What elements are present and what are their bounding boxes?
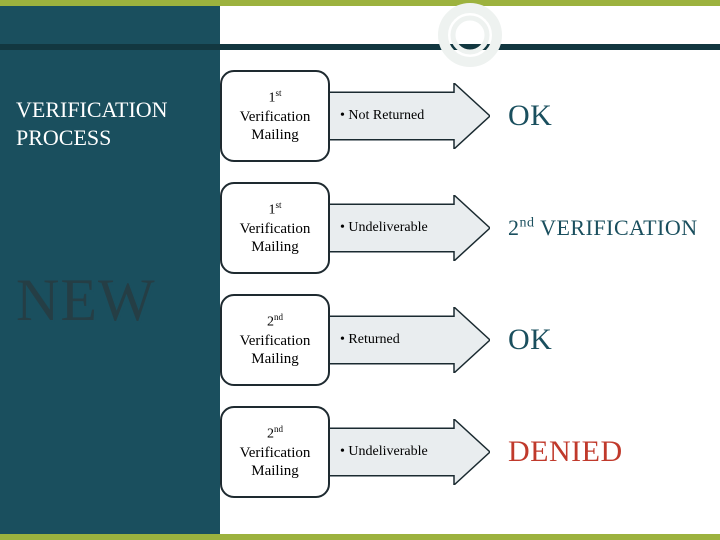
box-line3: Mailing: [251, 350, 299, 368]
right-panel: 1stVerificationMailing• Not ReturnedOK1s…: [220, 6, 720, 534]
ordinal: 1st: [268, 88, 281, 107]
box-line2: Verification: [240, 332, 311, 350]
arrow-label: • Not Returned: [320, 108, 424, 124]
page-title: VERIFICATION PROCESS: [16, 96, 204, 151]
outcome-label: 2nd VERIFICATION: [508, 215, 698, 241]
outcome-label: OK: [508, 323, 552, 357]
arrow-label: • Undeliverable: [320, 220, 428, 236]
left-panel: VERIFICATION PROCESS NEW: [0, 6, 220, 534]
arrow: • Not Returned: [320, 83, 490, 149]
mailing-box: 1stVerificationMailing: [220, 182, 330, 274]
arrow: • Returned: [320, 307, 490, 373]
accent-bar-left: [0, 44, 220, 50]
arrow-label: • Undeliverable: [320, 444, 428, 460]
box-line3: Mailing: [251, 462, 299, 480]
process-row: 2ndVerificationMailing• UndeliverableDEN…: [220, 404, 720, 500]
process-row: 2ndVerificationMailing• ReturnedOK: [220, 292, 720, 388]
mailing-box: 1stVerificationMailing: [220, 70, 330, 162]
title-line2: PROCESS: [16, 125, 111, 150]
box-line3: Mailing: [251, 126, 299, 144]
arrow: • Undeliverable: [320, 195, 490, 261]
process-row: 1stVerificationMailing• Not ReturnedOK: [220, 68, 720, 164]
ordinal: 2nd: [267, 424, 283, 443]
box-line2: Verification: [240, 444, 311, 462]
box-line2: Verification: [240, 108, 311, 126]
ordinal: 1st: [268, 200, 281, 219]
mailing-box: 2ndVerificationMailing: [220, 294, 330, 386]
title-line1: VERIFICATION: [16, 97, 168, 122]
process-rows: 1stVerificationMailing• Not ReturnedOK1s…: [220, 26, 720, 500]
ordinal: 2nd: [267, 312, 283, 331]
process-row: 1stVerificationMailing• Undeliverable2nd…: [220, 180, 720, 276]
arrow: • Undeliverable: [320, 419, 490, 485]
outcome-label: OK: [508, 99, 552, 133]
outcome-label: DENIED: [508, 435, 623, 469]
slide: VERIFICATION PROCESS NEW 1stVerification…: [0, 6, 720, 534]
new-label: NEW: [16, 266, 156, 335]
mailing-box: 2ndVerificationMailing: [220, 406, 330, 498]
ring-icon: [435, 0, 505, 75]
box-line3: Mailing: [251, 238, 299, 256]
arrow-label: • Returned: [320, 332, 400, 348]
box-line2: Verification: [240, 220, 311, 238]
